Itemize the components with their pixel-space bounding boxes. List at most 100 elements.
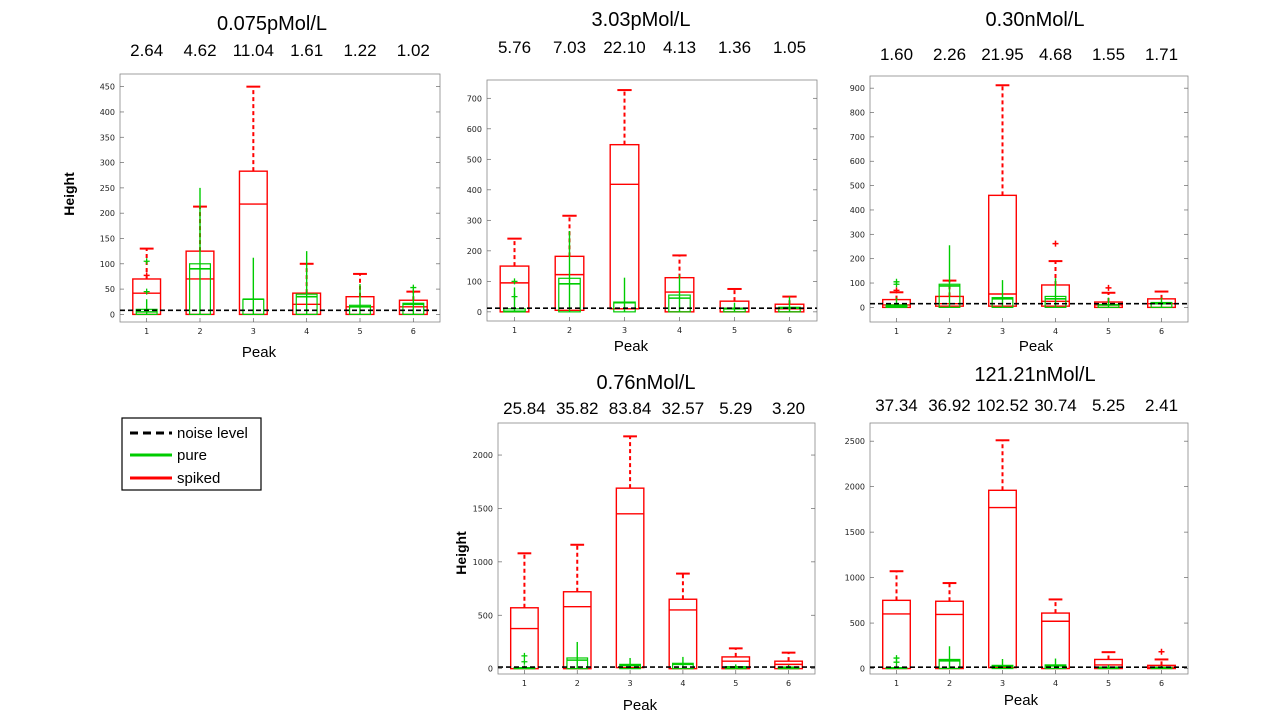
y-tick-label: 1000 bbox=[845, 574, 865, 583]
pure-box bbox=[991, 297, 1014, 308]
x-tick-label: 6 bbox=[1159, 679, 1164, 688]
ratio-row: 37.34 36.92 102.52 30.74 5.25 2.41 bbox=[875, 396, 1178, 415]
chart-panel-076nmol: 0.76nMol/L 25.84 35.82 83.84 32.57 5.29 3.20 … bbox=[453, 372, 816, 714]
y-tick-label: 2500 bbox=[845, 437, 865, 446]
x-tick-label: 5 bbox=[1106, 327, 1111, 336]
x-tick-label: 1 bbox=[894, 679, 899, 688]
peak-ratio-label: 1.05 bbox=[773, 38, 806, 57]
peak-ratio-label: 5.29 bbox=[719, 399, 752, 418]
y-tick-label: 200 bbox=[850, 255, 865, 264]
x-tick-label: 5 bbox=[732, 326, 737, 335]
peak-ratio-label: 1.22 bbox=[343, 41, 376, 60]
x-axis-label: Peak bbox=[242, 344, 277, 361]
pure-box bbox=[1150, 301, 1173, 308]
x-tick-label: 3 bbox=[628, 679, 633, 688]
y-tick-label: 400 bbox=[467, 186, 482, 195]
pure-box bbox=[558, 277, 581, 313]
peak-ratio-label: 2.26 bbox=[933, 45, 966, 64]
y-tick-label: 600 bbox=[850, 157, 865, 166]
x-axis-label: Peak bbox=[614, 338, 649, 355]
pure-box bbox=[668, 294, 691, 313]
y-tick-label: 300 bbox=[467, 216, 482, 225]
spiked-outlier bbox=[893, 287, 900, 294]
peak-ratio-label: 4.13 bbox=[663, 38, 696, 57]
y-tick-label: 100 bbox=[850, 279, 865, 288]
x-axis-label: Peak bbox=[623, 697, 658, 714]
y-tick-label: 150 bbox=[100, 234, 115, 243]
chart-title: 0.30nMol/L bbox=[986, 9, 1085, 31]
x-tick-label: 5 bbox=[733, 679, 738, 688]
peak-ratio-label: 7.03 bbox=[553, 38, 586, 57]
peak-ratio-label: 1.02 bbox=[397, 41, 430, 60]
pure-box bbox=[672, 662, 694, 670]
peak-ratio-label: 5.25 bbox=[1092, 396, 1125, 415]
y-tick-label: 0 bbox=[477, 308, 482, 317]
peak-ratio-label: 35.82 bbox=[556, 399, 599, 418]
x-tick-label: 4 bbox=[1053, 679, 1058, 688]
pure-outlier bbox=[521, 658, 528, 665]
pure-box bbox=[566, 657, 589, 670]
y-tick-label: 100 bbox=[467, 277, 482, 286]
peak-ratio-label: 1.36 bbox=[718, 38, 751, 57]
x-axis-label: Peak bbox=[1004, 692, 1039, 709]
y-axis-label: Height bbox=[61, 172, 77, 216]
x-tick-label: 6 bbox=[411, 327, 416, 336]
peak-ratio-label: 5.76 bbox=[498, 38, 531, 57]
axes-frame bbox=[869, 75, 1189, 323]
pure-outlier bbox=[893, 278, 900, 285]
x-tick-label: 2 bbox=[567, 326, 572, 335]
y-tick-label: 500 bbox=[478, 611, 493, 620]
y-tick-label: 2000 bbox=[473, 451, 493, 460]
x-tick-label: 2 bbox=[947, 327, 952, 336]
x-tick-label: 1 bbox=[512, 326, 517, 335]
peak-ratio-label: 1.61 bbox=[290, 41, 323, 60]
peak-ratio-label: 1.60 bbox=[880, 45, 913, 64]
pure-outlier bbox=[521, 652, 528, 659]
plot-area: 0 100 200 300 400 500 600 700 800 900 1 2 3 4 5 6 bbox=[850, 75, 1189, 336]
peak-ratio-label: 1.71 bbox=[1145, 45, 1178, 64]
chart-title: 3.03pMol/L bbox=[592, 9, 691, 31]
y-tick-label: 0 bbox=[860, 303, 865, 312]
peak-ratio-label: 3.20 bbox=[772, 399, 805, 418]
x-tick-label: 6 bbox=[786, 679, 791, 688]
pure-outlier bbox=[143, 258, 150, 265]
y-tick-label: 400 bbox=[850, 206, 865, 215]
x-axis-label: Peak bbox=[1019, 338, 1054, 355]
spiked-outlier bbox=[143, 272, 150, 279]
y-tick-label: 1000 bbox=[473, 558, 493, 567]
chart-title: 121.21nMol/L bbox=[974, 364, 1095, 386]
peak-ratio-label: 11.04 bbox=[233, 41, 274, 60]
peak-ratio-label: 32.57 bbox=[662, 399, 705, 418]
pure-outlier bbox=[511, 278, 518, 285]
peak-ratio-label: 102.52 bbox=[977, 396, 1029, 415]
pure-outlier bbox=[410, 284, 417, 291]
x-tick-label: 5 bbox=[357, 327, 362, 336]
ratio-row: 25.84 35.82 83.84 32.57 5.29 3.20 bbox=[503, 399, 805, 418]
x-tick-label: 4 bbox=[680, 679, 685, 688]
plot-area: 0 50 100 150 200 250 300 350 400 450 1 2 3 4 5 6 bbox=[100, 73, 441, 336]
pure-box bbox=[295, 293, 318, 316]
x-tick-label: 4 bbox=[677, 326, 682, 335]
ratio-row: 2.64 4.62 11.04 1.61 1.22 1.02 bbox=[130, 41, 430, 60]
axes-frame bbox=[119, 73, 441, 323]
chart-title: 0.76nMol/L bbox=[597, 372, 696, 394]
y-tick-label: 1500 bbox=[473, 504, 493, 513]
axes-frame bbox=[497, 422, 816, 675]
peak-ratio-label: 4.62 bbox=[183, 41, 216, 60]
y-tick-label: 700 bbox=[850, 133, 865, 142]
peak-ratio-label: 37.34 bbox=[875, 396, 918, 415]
x-tick-label: 3 bbox=[1000, 327, 1005, 336]
y-tick-label: 450 bbox=[100, 83, 115, 92]
pure-box bbox=[778, 306, 801, 313]
spiked-outlier bbox=[1158, 648, 1165, 655]
chart-panel-303pmol: 3.03pMol/L 5.76 7.03 22.10 4.13 1.36 1.05 0 10… bbox=[467, 9, 818, 355]
spiked-outlier bbox=[1105, 284, 1112, 291]
ratio-row: 1.60 2.26 21.95 4.68 1.55 1.71 bbox=[880, 45, 1178, 64]
y-tick-label: 350 bbox=[100, 133, 115, 142]
y-tick-label: 2000 bbox=[845, 483, 865, 492]
y-tick-label: 300 bbox=[100, 159, 115, 168]
legend-pure-label: pure bbox=[177, 447, 207, 464]
y-tick-label: 800 bbox=[850, 109, 865, 118]
peak-ratio-label: 22.10 bbox=[603, 38, 646, 57]
